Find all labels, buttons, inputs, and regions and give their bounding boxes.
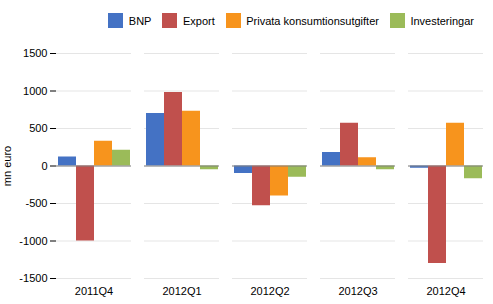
svg-text:-1500: -1500	[19, 272, 47, 284]
html-text:Investeringar: Investeringar	[410, 14, 474, 27]
svg-text:2012Q4: 2012Q4	[426, 285, 465, 297]
svg-text:-1000: -1000	[19, 234, 47, 246]
svg-text:2012Q1: 2012Q1	[162, 285, 201, 297]
svg-text:mn euro: mn euro	[1, 145, 13, 185]
svg-text:-500: -500	[25, 197, 47, 209]
html-text:BNP: BNP	[128, 14, 152, 27]
html-text:Export: Export	[182, 14, 215, 27]
html-text:Privata konsumtionsutgifter: Privata konsumtionsutgifter	[246, 14, 379, 27]
svg-text:1500: 1500	[23, 47, 47, 59]
svg-text:0: 0	[41, 159, 47, 171]
svg-text:2011Q4: 2011Q4	[75, 285, 113, 297]
svg-text:500: 500	[29, 122, 47, 134]
svg-text:2012Q3: 2012Q3	[338, 285, 377, 297]
svg-text:2012Q2: 2012Q2	[250, 285, 289, 297]
svg-text:1000: 1000	[23, 84, 47, 96]
